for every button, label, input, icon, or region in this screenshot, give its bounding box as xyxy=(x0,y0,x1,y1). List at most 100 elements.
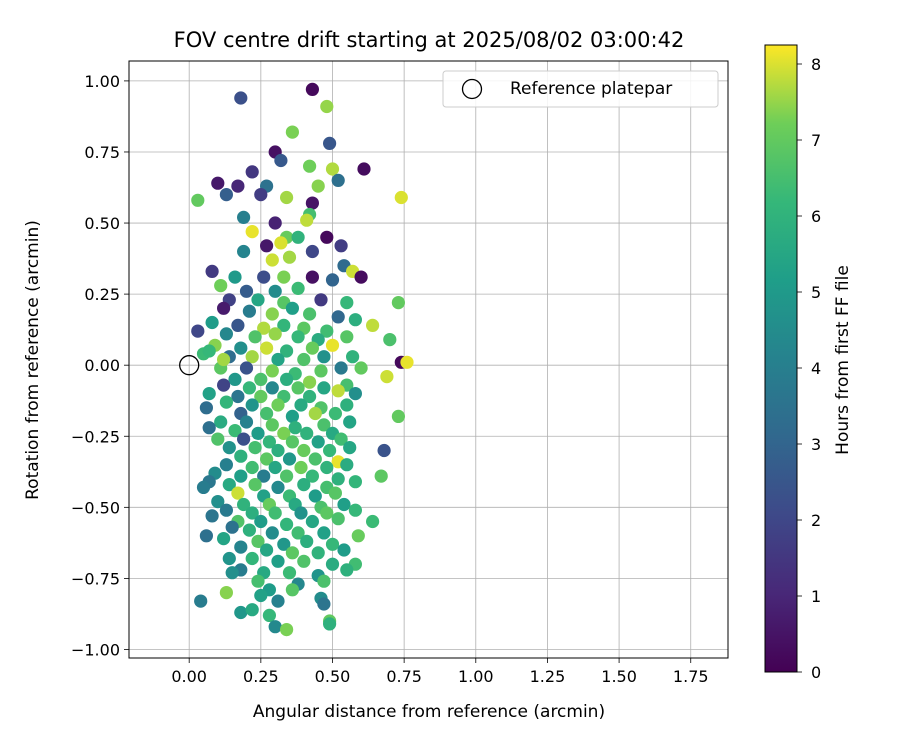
data-point xyxy=(205,315,219,330)
data-point xyxy=(325,338,340,352)
reference-point-marker xyxy=(179,355,200,376)
data-point xyxy=(325,162,340,176)
data-point xyxy=(337,497,351,512)
data-point xyxy=(311,546,325,560)
data-point xyxy=(314,293,328,307)
x-tick-label: 0.25 xyxy=(243,667,279,686)
data-point xyxy=(251,293,265,307)
data-point xyxy=(242,304,256,318)
data-point xyxy=(205,264,219,278)
data-point xyxy=(308,452,322,466)
chart-title: FOV centre drift starting at 2025/08/02 … xyxy=(174,28,685,52)
colorbar-tick-label: 3 xyxy=(811,435,821,454)
x-tick-label: 0.00 xyxy=(171,667,207,686)
data-point xyxy=(211,432,225,446)
data-point xyxy=(262,435,276,449)
data-point xyxy=(231,486,245,500)
data-point xyxy=(271,443,285,458)
data-point xyxy=(311,435,325,449)
data-point xyxy=(217,352,231,367)
data-point xyxy=(297,352,311,367)
data-point xyxy=(391,409,405,423)
data-point xyxy=(305,341,319,355)
data-point xyxy=(303,307,317,321)
data-point xyxy=(320,506,334,520)
data-point xyxy=(234,449,248,463)
data-point xyxy=(271,594,285,608)
data-point xyxy=(317,350,331,364)
data-point xyxy=(300,534,314,549)
data-point xyxy=(245,350,259,364)
data-point xyxy=(211,176,225,190)
data-point xyxy=(265,307,279,321)
data-point xyxy=(271,480,285,494)
data-point xyxy=(271,398,285,412)
data-point xyxy=(248,441,262,455)
data-point xyxy=(257,469,271,483)
data-point xyxy=(320,324,334,338)
colorbar xyxy=(764,44,798,673)
data-point xyxy=(260,406,274,421)
colorbar-tick-label: 4 xyxy=(811,359,821,378)
y-tick-label: 0.75 xyxy=(84,143,120,162)
y-axis-ticks: −1.00 −0.75 −0.50 −0.25 0.00 0.25 0.50 0.75 1.00 xyxy=(71,72,129,659)
data-point xyxy=(294,506,308,520)
data-point xyxy=(343,415,357,429)
data-point xyxy=(285,125,299,139)
data-point xyxy=(268,620,282,634)
data-point xyxy=(325,537,340,551)
y-tick-label: −0.75 xyxy=(71,569,120,588)
data-point xyxy=(297,554,311,568)
data-point xyxy=(282,566,297,580)
data-point xyxy=(265,381,279,395)
data-point xyxy=(219,586,233,600)
data-point xyxy=(323,136,337,150)
data-point xyxy=(254,588,268,603)
data-point xyxy=(323,617,337,631)
data-point xyxy=(377,443,391,458)
data-point xyxy=(303,159,317,173)
x-axis-label: Angular distance from reference (arcmin) xyxy=(253,702,605,722)
data-point xyxy=(219,458,233,472)
data-point xyxy=(268,216,282,230)
data-point xyxy=(280,372,294,386)
data-point xyxy=(234,341,248,355)
data-point xyxy=(340,398,354,412)
data-point xyxy=(291,526,305,540)
data-point xyxy=(231,179,245,193)
data-point xyxy=(400,355,414,369)
data-point xyxy=(334,239,348,253)
data-point xyxy=(277,318,291,332)
data-point xyxy=(199,529,213,543)
legend[interactable]: Reference platepar xyxy=(442,70,719,108)
data-point xyxy=(305,82,319,96)
data-point xyxy=(308,489,322,503)
reference-marker xyxy=(179,355,200,376)
data-point xyxy=(191,324,205,338)
data-point xyxy=(391,296,405,310)
data-points xyxy=(191,82,414,637)
data-point xyxy=(239,284,254,298)
data-point xyxy=(237,497,251,512)
y-tick-label: 0.50 xyxy=(84,214,120,233)
data-point xyxy=(291,330,305,344)
data-point xyxy=(251,534,265,549)
plot-frame xyxy=(128,60,729,659)
data-point xyxy=(265,364,279,378)
colorbar-tick-label: 2 xyxy=(811,511,821,530)
data-point xyxy=(291,281,305,295)
data-point xyxy=(268,327,282,341)
data-point xyxy=(334,361,348,375)
data-point xyxy=(280,623,294,637)
x-tick-label: 1.25 xyxy=(530,667,566,686)
data-point xyxy=(285,409,299,423)
colorbar-ticks: 0 1 2 3 4 5 6 7 8 xyxy=(797,55,821,682)
data-point xyxy=(340,563,354,577)
data-point xyxy=(194,594,208,608)
data-point xyxy=(320,230,334,244)
data-point xyxy=(202,421,216,435)
y-axis-label: Rotation from reference (arcmin) xyxy=(23,220,43,500)
data-point xyxy=(245,603,259,617)
data-point xyxy=(285,301,299,315)
data-point xyxy=(380,370,394,384)
